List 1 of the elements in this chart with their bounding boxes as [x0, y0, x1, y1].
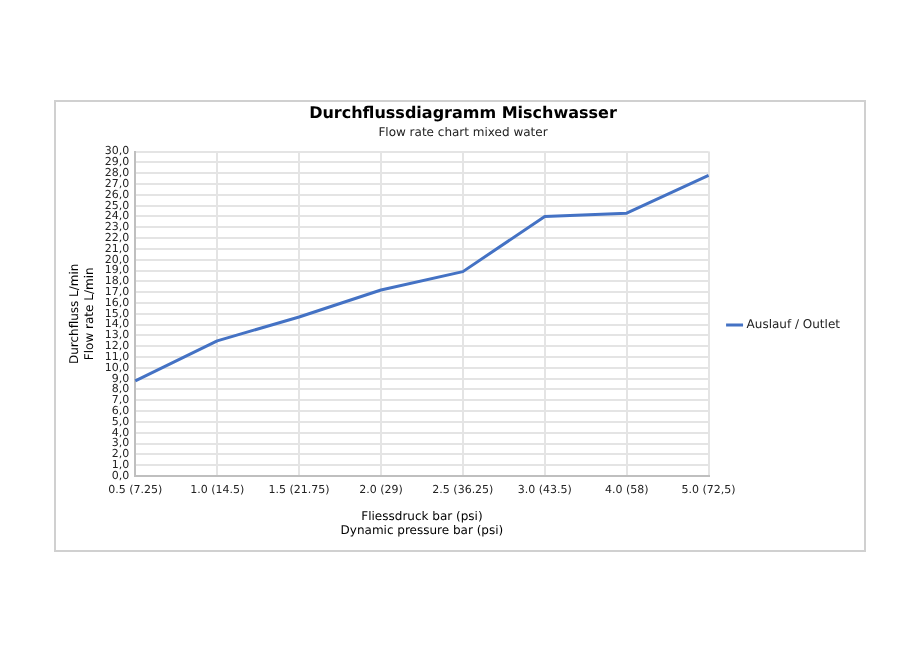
chart-title: Durchflussdiagramm Mischwasser	[309, 103, 617, 122]
